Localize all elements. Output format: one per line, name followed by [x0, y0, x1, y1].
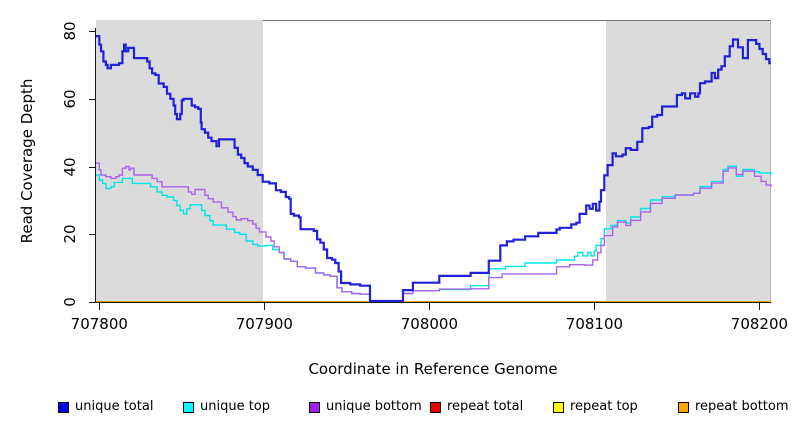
x-tick-label: 707900 [235, 315, 293, 333]
plot-right-border [770, 20, 771, 302]
y-tick [89, 234, 96, 236]
legend-swatch-icon [183, 402, 194, 413]
x-tick [594, 303, 596, 310]
x-axis-title: Coordinate in Reference Genome [308, 360, 558, 378]
x-tick-label: 707800 [70, 315, 128, 333]
y-tick [89, 166, 96, 168]
y-tick-label: 40 [61, 156, 79, 177]
y-axis-title: Read Coverage Depth [18, 78, 36, 244]
legend-label: repeat bottom [695, 399, 789, 414]
x-tick [759, 303, 761, 310]
x-tick [264, 303, 266, 310]
y-tick-label: 20 [61, 224, 79, 244]
legend-swatch-icon [430, 402, 441, 413]
x-tick [429, 303, 431, 310]
legend-swatch-icon [678, 402, 689, 413]
shaded-region-left [96, 20, 263, 302]
legend-label: repeat top [570, 399, 638, 414]
series-unique-total [96, 35, 771, 303]
legend-label: unique bottom [326, 399, 422, 414]
plot-area [96, 20, 772, 303]
series-unique-top [96, 165, 772, 302]
legend-swatch-icon [553, 402, 564, 413]
y-tick [89, 98, 96, 100]
legend-swatch-icon [58, 402, 69, 413]
y-tick [89, 31, 96, 32]
coverage-curves [96, 35, 772, 303]
plot-top-border [262, 20, 771, 21]
legend: unique total unique top unique bottom repea… [0, 399, 792, 417]
y-tick [89, 302, 96, 303]
shaded-region-right [605, 20, 771, 302]
legend-swatch-icon [309, 402, 320, 413]
y-tick-label: 80 [61, 21, 79, 41]
legend-label: repeat total [447, 399, 524, 414]
legend-label: unique total [75, 399, 154, 414]
y-tick-label: 60 [61, 89, 79, 109]
series-unique-bottom [96, 162, 772, 302]
x-axis-line [96, 302, 771, 303]
y-axis-line [95, 28, 96, 302]
x-tick-label: 708200 [730, 315, 789, 333]
x-tick-label: 708100 [565, 315, 624, 333]
x-tick [99, 303, 101, 310]
legend-label: unique top [200, 399, 271, 414]
y-tick-label: 0 [61, 297, 79, 307]
x-tick-label: 708000 [400, 315, 458, 333]
